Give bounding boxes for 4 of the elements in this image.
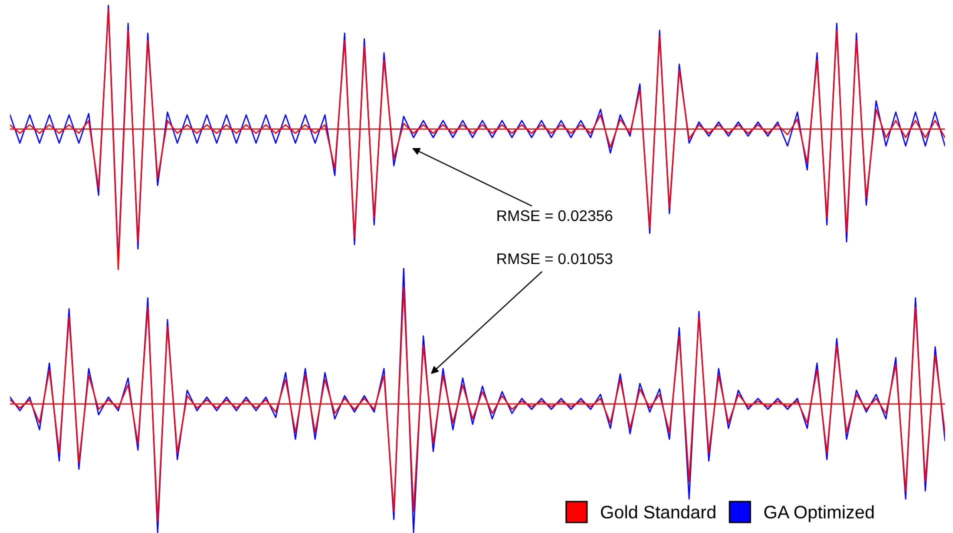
annotation: RMSE = 0.02356	[497, 210, 612, 222]
legend-label: GA Optimized	[764, 505, 874, 522]
legend-label: Gold Standard	[600, 505, 716, 519]
annotation: RMSE = 0.01053	[497, 253, 612, 264]
